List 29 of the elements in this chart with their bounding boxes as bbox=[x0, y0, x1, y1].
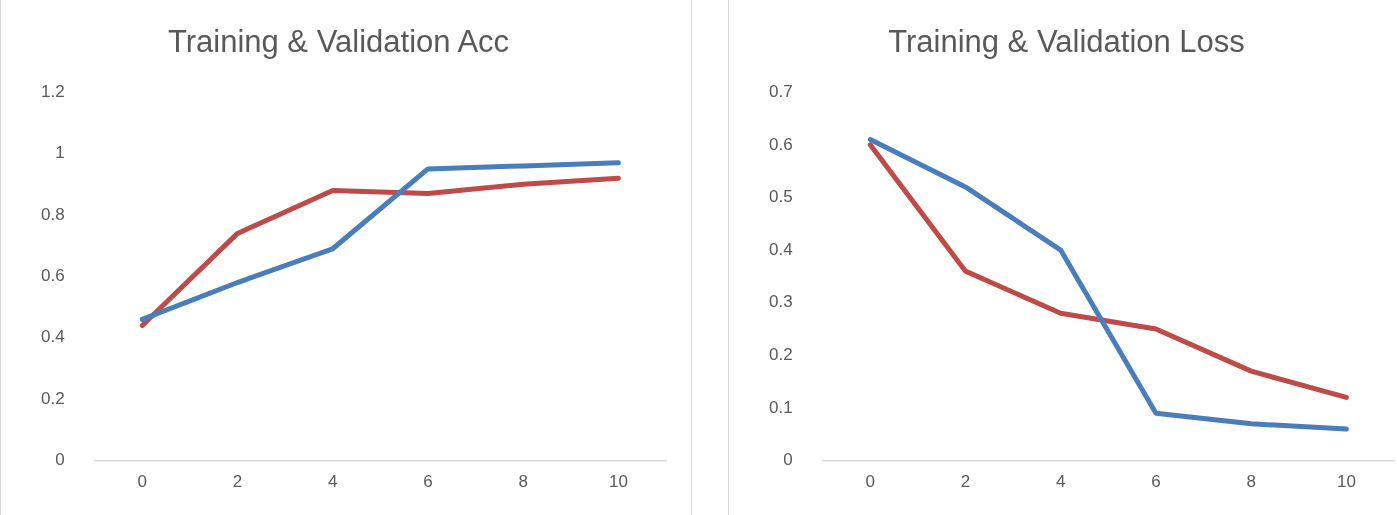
x-tick-label: 2 bbox=[960, 472, 971, 492]
chart-title: Training & Validation Acc bbox=[167, 24, 510, 60]
y-tick-label: 0.2 bbox=[40, 388, 65, 408]
y-tick-label: 1 bbox=[55, 143, 65, 163]
y-tick-label: 0.7 bbox=[768, 81, 793, 101]
x-tick-label: 10 bbox=[608, 472, 628, 492]
x-tick-label: 8 bbox=[1246, 472, 1256, 492]
y-tick-label: 0.3 bbox=[768, 292, 793, 312]
y-tick-label: 0.6 bbox=[40, 266, 65, 286]
x-tick-label: 0 bbox=[865, 472, 875, 492]
y-tick-label: 0.4 bbox=[768, 239, 793, 259]
x-tick-label: 6 bbox=[1151, 472, 1161, 492]
y-tick-label: 0.5 bbox=[768, 187, 793, 207]
y-tick-label: 0.2 bbox=[768, 345, 793, 365]
x-tick-label: 8 bbox=[518, 472, 528, 492]
x-tick-label: 10 bbox=[1336, 472, 1356, 492]
x-tick-label: 0 bbox=[137, 472, 147, 492]
y-tick-label: 0.4 bbox=[40, 327, 65, 347]
y-tick-label: 0 bbox=[55, 450, 65, 470]
y-tick-label: 1.2 bbox=[40, 81, 65, 101]
y-tick-label: 0.1 bbox=[768, 397, 793, 417]
y-tick-label: 0 bbox=[783, 450, 793, 470]
x-tick-label: 2 bbox=[232, 472, 243, 492]
x-tick-label: 4 bbox=[327, 472, 338, 492]
y-tick-label: 0.6 bbox=[768, 134, 793, 154]
y-tick-label: 0.8 bbox=[40, 204, 65, 224]
x-tick-label: 6 bbox=[423, 472, 433, 492]
chart-title: Training & Validation Loss bbox=[888, 24, 1245, 60]
x-tick-label: 4 bbox=[1055, 472, 1066, 492]
